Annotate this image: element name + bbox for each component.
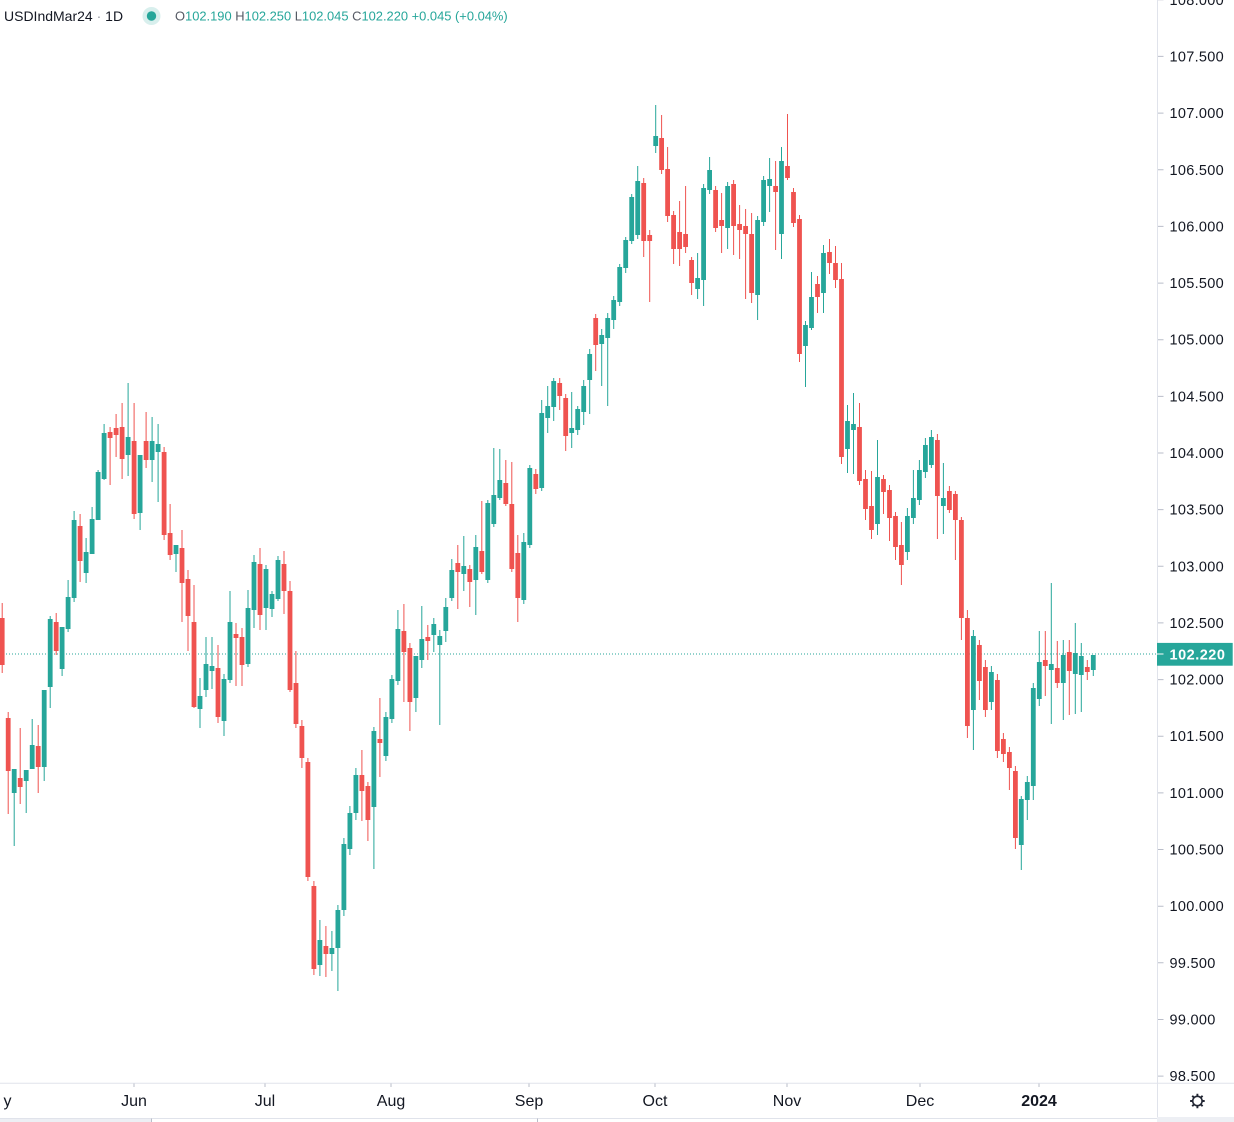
svg-text:Jun: Jun: [121, 1093, 147, 1110]
svg-text:y: y: [4, 1093, 12, 1110]
svg-text:2024: 2024: [1021, 1093, 1057, 1110]
svg-text:102.500: 102.500: [1170, 616, 1225, 632]
svg-text:102.220: 102.220: [1170, 648, 1226, 664]
svg-text:Nov: Nov: [773, 1093, 801, 1110]
svg-text:106.500: 106.500: [1170, 163, 1225, 179]
svg-text:103.500: 103.500: [1170, 503, 1225, 519]
svg-text:Dec: Dec: [906, 1093, 934, 1110]
svg-text:102.000: 102.000: [1170, 673, 1225, 689]
svg-text:105.000: 105.000: [1170, 333, 1225, 349]
svg-text:105.500: 105.500: [1170, 276, 1225, 292]
svg-text:Oct: Oct: [643, 1093, 668, 1110]
svg-text:100.500: 100.500: [1170, 843, 1225, 859]
svg-text:Jul: Jul: [255, 1093, 275, 1110]
svg-text:100.000: 100.000: [1170, 899, 1225, 915]
svg-text:101.000: 101.000: [1170, 786, 1225, 802]
svg-text:107.500: 107.500: [1170, 49, 1225, 65]
svg-text:104.500: 104.500: [1170, 389, 1225, 405]
svg-text:107.000: 107.000: [1170, 106, 1225, 122]
svg-text:99.000: 99.000: [1170, 1013, 1216, 1029]
svg-text:104.000: 104.000: [1170, 446, 1225, 462]
svg-text:Sep: Sep: [515, 1093, 544, 1110]
svg-text:99.500: 99.500: [1170, 956, 1216, 972]
svg-text:Aug: Aug: [377, 1093, 405, 1110]
svg-text:103.000: 103.000: [1170, 559, 1225, 575]
svg-text:106.000: 106.000: [1170, 219, 1225, 235]
svg-text:101.500: 101.500: [1170, 729, 1225, 745]
svg-text:USDIndMar24 · 1D: USDIndMar24 · 1D: [4, 8, 123, 24]
svg-text:98.500: 98.500: [1170, 1069, 1216, 1085]
svg-text:108.000: 108.000: [1170, 0, 1225, 9]
svg-text:O102.190 H102.250 L102.045 C10: O102.190 H102.250 L102.045 C102.220 +0.0…: [175, 9, 508, 24]
